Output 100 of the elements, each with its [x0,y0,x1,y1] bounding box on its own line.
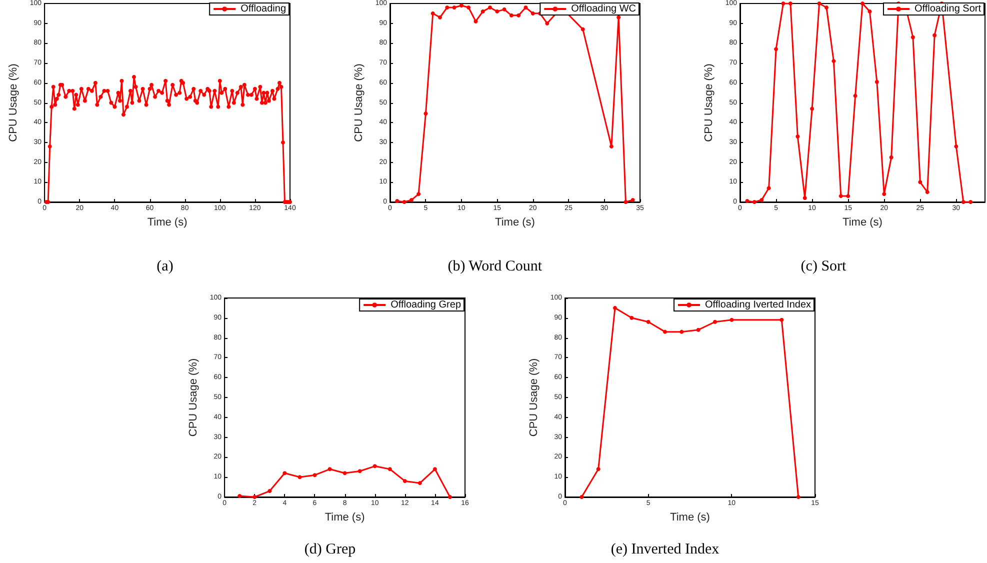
point [781,2,786,6]
point [874,80,879,84]
x-axis-title: Time (s) [147,216,188,228]
point [409,198,414,202]
point [752,200,756,204]
point [613,306,617,310]
point [424,112,428,116]
point [416,192,421,196]
point [824,5,828,10]
point [445,5,450,10]
point [860,2,864,6]
point [545,21,550,26]
point [760,198,764,202]
point [932,33,937,38]
y-axis-title: CPU Usage (%) [8,64,20,142]
point [474,19,478,24]
x-axis-title: Time (s) [842,216,882,228]
point [696,328,700,332]
point [298,475,302,480]
point [282,471,287,476]
point [882,192,886,196]
point [452,5,456,10]
point [817,2,822,6]
point [630,198,635,202]
point [488,5,492,10]
point [889,155,894,160]
point [810,106,814,111]
point [372,464,377,468]
point [402,479,407,484]
x-axis-title: Time (s) [670,511,710,524]
point [910,35,915,40]
point [312,473,317,478]
point [745,199,750,204]
y-axis-title: CPU Usage (%) [528,358,540,437]
text: (b) Word Count [448,258,543,274]
point [580,495,584,499]
point [466,5,471,10]
point [430,11,435,16]
point [766,186,771,190]
point [448,495,452,499]
point [524,5,528,10]
point [968,200,973,204]
point [796,495,800,499]
point [713,320,717,324]
point [846,194,850,198]
point [580,27,585,32]
point [774,47,778,52]
point [480,9,485,14]
x-axis-title: Time (s) [495,216,535,228]
point [853,94,858,98]
point [530,11,535,16]
point [788,2,792,6]
legend-label: Offloading WC [571,4,636,14]
point [961,200,966,204]
point [238,494,242,498]
point [918,180,922,184]
point [502,7,506,12]
y-axis-title: CPU Usage (%) [702,64,715,142]
text: (e) Inverted Index [610,542,720,558]
point [730,318,734,322]
point [342,471,347,476]
legend-label: Offloading Grep [390,300,462,310]
legend-label: Offloading [240,4,286,14]
point [954,144,958,148]
point [624,200,628,204]
legend-label: Offloading Iverted Index [705,300,812,310]
point [395,199,400,204]
point [388,467,392,472]
point [438,15,442,20]
point [663,330,667,334]
point [328,467,332,472]
text: (a) [156,258,174,274]
point [780,318,784,322]
point [925,190,930,194]
point [630,316,634,320]
point [268,489,272,494]
point [646,320,650,324]
point [358,469,362,474]
point [616,15,621,20]
point [516,13,521,18]
text: (d) Grep [304,542,356,558]
point [459,3,464,8]
point [432,467,437,472]
point [495,9,500,14]
x-axis-title: Time (s) [324,511,365,524]
point [832,59,836,64]
legend-label: Offloading Sort [914,4,982,14]
point [402,200,406,204]
point [680,330,684,334]
point [802,196,807,200]
point [509,13,514,18]
point [418,481,422,486]
point [868,9,872,14]
point [596,467,600,472]
point [609,144,614,148]
y-axis-title: CPU Usage (%) [188,358,200,437]
point [838,194,843,198]
y-axis-title: CPU Usage (%) [352,64,365,142]
point [796,134,800,138]
text: (c) Sort [800,258,848,274]
